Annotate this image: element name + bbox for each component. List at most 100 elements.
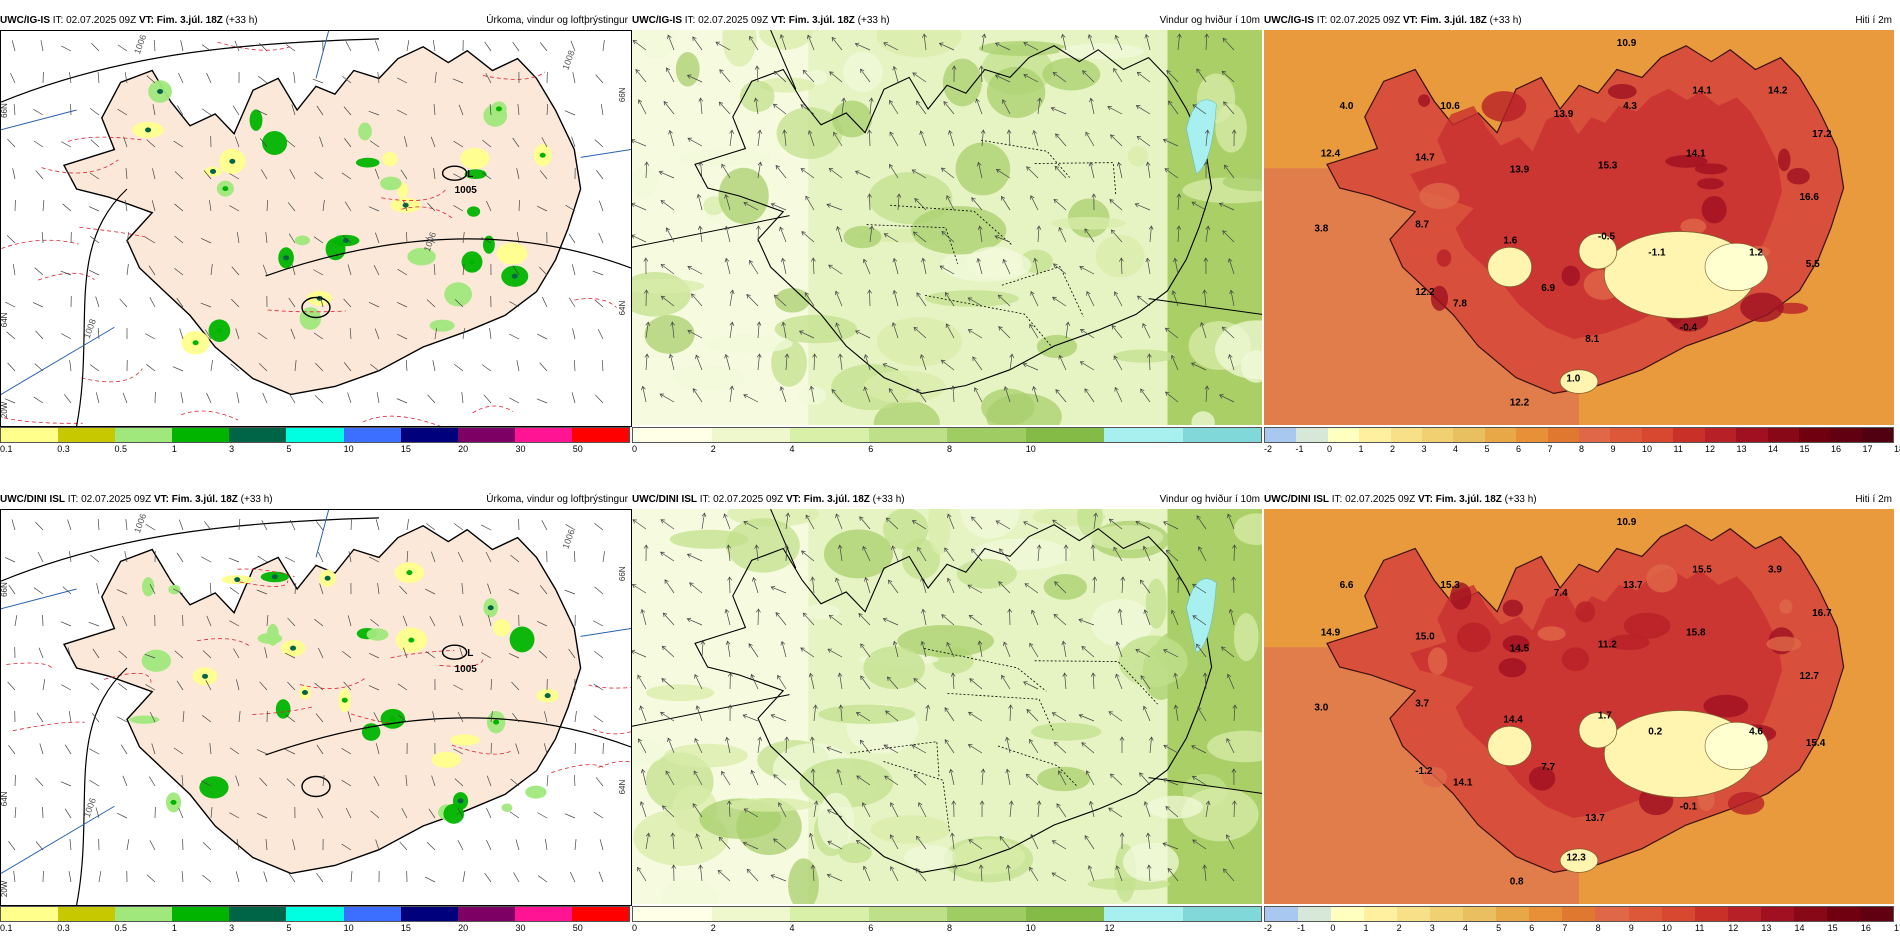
model-name: UWC/DINI ISL: [1264, 494, 1329, 505]
colorbar-tick-label: 16: [1860, 923, 1871, 933]
colorbar-swatch: [514, 907, 572, 921]
colorbar-tick-label: 5: [1496, 923, 1502, 933]
colorbar: [0, 427, 630, 443]
product-title: Úrkoma, vindur og loftþrýstingur: [486, 15, 628, 26]
map-frame[interactable]: 10.9 6.6 15.3 7.4 13.7 15.5 3.9 14.9 15.0 14.5 11.…: [1264, 509, 1894, 904]
colorbar: [1264, 906, 1894, 922]
temperature-label: 7.8: [1453, 299, 1467, 310]
colorbar-tick-label: 4: [1462, 923, 1468, 933]
colorbar-tick-label: 50: [572, 923, 583, 933]
map-frame[interactable]: L 1005 1006 1006 1006 66N 64N 66N 64N 20W: [0, 509, 632, 906]
it-value: 02.07.2025 09Z: [81, 494, 152, 505]
colorbar-tick-label: 2: [710, 923, 716, 933]
panel-header: UWC/DINI ISL IT: 02.07.2025 09Z VT: Fim.…: [632, 493, 905, 507]
temperature-label: 3.0: [1314, 703, 1328, 714]
map-frame[interactable]: 10.9 4.0 10.6 13.9 4.3 14.1 14.2 12.4 14.7 13.9 15…: [1264, 30, 1894, 425]
colorbar-tick-label: 6: [868, 444, 874, 454]
temperature-label: -1.1: [1648, 247, 1666, 258]
colorbar-tick-label: 0: [632, 923, 638, 933]
temperature-label: -1.2: [1415, 766, 1433, 777]
colorbar-tick-label: 0.1: [0, 923, 13, 933]
colorbar-tick-label: 15: [1799, 444, 1810, 454]
colorbar-tick-label: 0.3: [57, 923, 70, 933]
colorbar: [632, 427, 1262, 443]
it-label: IT:: [682, 15, 699, 26]
panel-header: UWC/IG-IS IT: 02.07.2025 09Z VT: Fim. 3.…: [0, 14, 258, 28]
colorbar-ticks: 0.1 0.3 0.5 1 3 5 10 15 20 30 50: [0, 444, 630, 456]
temperature-label: -0.5: [1598, 231, 1616, 242]
colorbar-swatch: [514, 428, 572, 442]
low-pressure-value: 1005: [455, 185, 478, 196]
colorbar-swatch: [633, 428, 712, 442]
temperature-label: 6.9: [1541, 283, 1555, 294]
colorbar-tick-label: 11: [1695, 923, 1705, 933]
it-value: 02.07.2025 09Z: [698, 15, 769, 26]
temperature-label: 14.1: [1692, 85, 1712, 96]
colorbar-tick-label: 7: [1547, 444, 1553, 454]
vt-label: VT:: [1400, 15, 1421, 26]
vt-value: Fim. 3.júl. 18Z: [1435, 494, 1502, 505]
temperature-label: 3.8: [1314, 224, 1328, 235]
colorbar-tick-label: 0: [1327, 444, 1333, 454]
colorbar-tick-label: 0.3: [57, 444, 70, 454]
lat-label: 66N: [1, 582, 9, 597]
it-label: IT:: [1314, 15, 1331, 26]
temperature-label: 6.6: [1340, 580, 1354, 591]
colorbar-swatch: [457, 428, 515, 442]
model-name: UWC/IG-IS: [1264, 15, 1314, 26]
map-frame[interactable]: L 1005 1006 1008 1008 1006 66N 64N 66N 64N 20W: [0, 30, 632, 427]
map-frame[interactable]: [632, 509, 1262, 904]
colorbar: [632, 906, 1262, 922]
map-frame[interactable]: [632, 30, 1262, 425]
colorbar-swatch: [1793, 907, 1827, 921]
temperature-label: 15.4: [1806, 738, 1826, 749]
panel-wind-1: UWC/DINI ISL IT: 02.07.2025 09Z VT: Fim.…: [632, 493, 1262, 943]
colorbar-swatch: [1562, 907, 1596, 921]
vt-label: VT:: [136, 15, 157, 26]
colorbar-swatch: [457, 907, 515, 921]
colorbar-tick-label: 3: [1429, 923, 1435, 933]
vt-value: Fim. 3.júl. 18Z: [1420, 15, 1487, 26]
colorbar-tick-label: 13: [1761, 923, 1772, 933]
colorbar-ticks: 0 2 4 6 8 10 12: [632, 923, 1262, 935]
colorbar-tick-label: -2: [1264, 444, 1273, 454]
colorbar-tick-label: 2: [1396, 923, 1402, 933]
temperature-label: 14.2: [1768, 85, 1788, 96]
colorbar-swatch: [1694, 907, 1728, 921]
temperature-map: 10.9 4.0 10.6 13.9 4.3 14.1 14.2 12.4 14.7 13.9 15…: [1264, 30, 1894, 425]
colorbar-swatch: [1798, 428, 1831, 442]
colorbar-tick-label: 4: [1453, 444, 1459, 454]
temperature-label: 13.7: [1623, 580, 1643, 591]
colorbar-swatch: [286, 907, 344, 921]
colorbar-tick-label: 1: [1358, 444, 1364, 454]
colorbar-tick-label: 16: [1831, 444, 1842, 454]
vt-label: VT:: [783, 494, 804, 505]
vt-value: Fim. 3.júl. 18Z: [171, 494, 238, 505]
lat-label: 66N: [618, 87, 627, 102]
colorbar-swatch: [1529, 907, 1563, 921]
colorbar-tick-label: 10: [1661, 923, 1672, 933]
temperature-label: 1.7: [1598, 710, 1612, 721]
temperature-label: 15.3: [1440, 580, 1460, 591]
temperature-label: -0.1: [1680, 801, 1698, 812]
temperature-label: 16.6: [1800, 192, 1820, 203]
colorbar-tick-label: 6: [868, 923, 874, 933]
colorbar-swatch: [1327, 428, 1360, 442]
product-title: Hiti í 2m: [1855, 15, 1892, 26]
panel-precip-1: UWC/DINI ISL IT: 02.07.2025 09Z VT: Fim.…: [0, 493, 632, 943]
colorbar-tick-label: 11: [1673, 444, 1683, 454]
colorbar-swatch: [633, 907, 712, 921]
colorbar-swatch: [1182, 907, 1261, 921]
colorbar-tick-label: 0.1: [0, 444, 13, 454]
colorbar-tick-label: 17: [1862, 444, 1873, 454]
temperature-label: 4.0: [1340, 101, 1354, 112]
low-pressure-letter: L: [467, 169, 473, 180]
vt-label: VT:: [151, 494, 172, 505]
it-label: IT:: [697, 494, 714, 505]
colorbar-swatch: [58, 428, 116, 442]
colorbar-tick-label: 17: [1894, 923, 1900, 933]
colorbar-swatch: [58, 907, 116, 921]
colorbar-tick-label: 3: [229, 923, 235, 933]
lat-label: 20W: [1, 401, 9, 418]
